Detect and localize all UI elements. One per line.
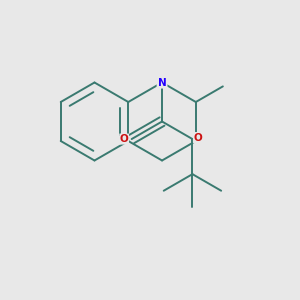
Text: O: O	[194, 133, 202, 142]
Text: O: O	[120, 134, 128, 144]
Text: N: N	[158, 77, 167, 88]
